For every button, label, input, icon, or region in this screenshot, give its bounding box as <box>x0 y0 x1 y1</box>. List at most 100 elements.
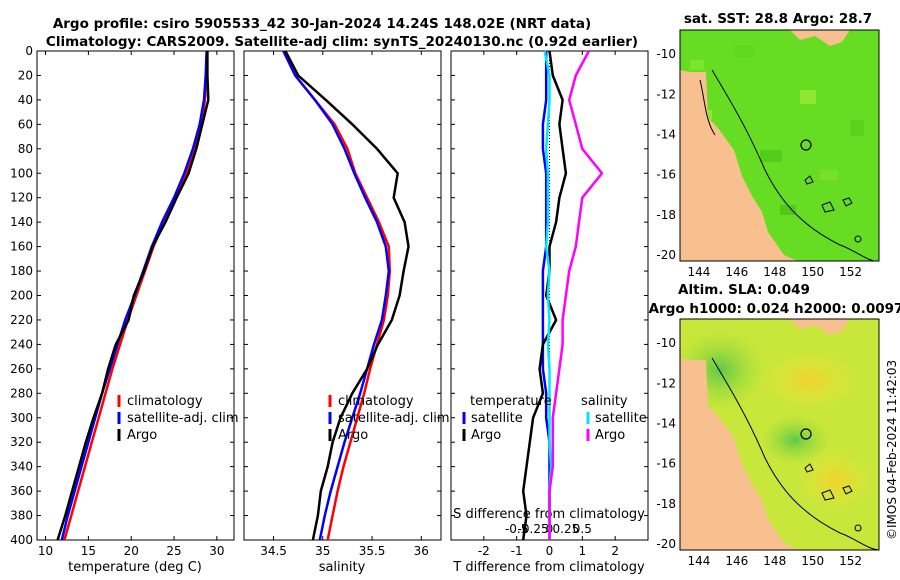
lon-tick-label: 144 <box>687 554 710 568</box>
sla-map-frame <box>679 318 880 551</box>
difference-tick-label: 2 <box>611 544 619 558</box>
depth-tick-label: 80 <box>18 142 33 156</box>
lon-tick-label: 150 <box>801 554 824 568</box>
temperature-tick-label: 15 <box>81 544 96 558</box>
depth-tick-labels: 0 20 40 60 80 100 120 140 160 180 200 220 240 260 280 3… <box>10 44 33 547</box>
depth-tick-label: 240 <box>10 337 33 351</box>
lat-tick-label: -18 <box>656 497 676 511</box>
lon-tick-label: 146 <box>725 265 748 279</box>
sst-land-png <box>750 30 850 46</box>
depth-tick-label: 40 <box>18 93 33 107</box>
depth-tick-label: 160 <box>10 240 33 254</box>
temperature-tick-label: 25 <box>166 544 181 558</box>
temperature-legend: climatology satellite-adj. clim Argo <box>117 394 239 443</box>
sst-land-australia <box>680 30 798 261</box>
sla-land-png <box>750 319 850 335</box>
depth-tick-label: 220 <box>10 313 33 327</box>
difference-tick-label: 1 <box>579 544 587 558</box>
depth-tick-label: 20 <box>18 68 33 82</box>
sla-bathymetry-contour <box>711 357 879 550</box>
sla-lon-tick-labels: 144 146 148 150 152 <box>687 554 862 568</box>
series-line-argo <box>56 51 210 541</box>
temperature-tick-label: 10 <box>38 544 53 558</box>
legend-label-sal-satellite: satellite <box>595 411 647 426</box>
series-line-argo <box>284 50 410 541</box>
legend-label-sal-argo: Argo <box>595 428 625 443</box>
depth-tick-label: 120 <box>10 191 33 205</box>
difference-tick-label: -1 <box>511 544 523 558</box>
salinity-tick-label: 34.5 <box>260 544 287 558</box>
depth-tick-label: 300 <box>10 411 33 425</box>
legend-label-satellite: satellite-adj. clim <box>127 411 239 426</box>
sla-map-subtitle: Argo h1000: 0.024 h2000: 0.0097 <box>649 301 900 317</box>
depth-tick-label: 60 <box>18 117 33 131</box>
temperature-tick-label: 30 <box>209 544 224 558</box>
s-difference-tick-label: -0.25 <box>518 522 549 536</box>
lat-tick-label: -16 <box>656 457 676 471</box>
sla-argo-marker <box>800 428 812 440</box>
sla-high-north <box>760 350 860 410</box>
s-difference-tick-label: 0.25 <box>553 522 580 536</box>
legend-title-salinity: salinity <box>581 394 628 409</box>
temperature-axis-label: temperature (deg C) <box>68 560 202 575</box>
salinity-tick-label: 35.5 <box>359 544 386 558</box>
depth-tick-label: 260 <box>10 362 33 376</box>
depth-tick-label: 280 <box>10 386 33 400</box>
sst-reefs <box>804 175 853 213</box>
depth-tick-label: 380 <box>10 509 33 523</box>
sst-argo-marker <box>800 139 812 151</box>
depth-tick-label: 180 <box>10 264 33 278</box>
legend-label-climatology: climatology <box>127 394 203 409</box>
salinity-axis-label: salinity <box>319 560 366 575</box>
tick-marks <box>37 50 648 541</box>
depth-tick-label: 340 <box>10 460 33 474</box>
lat-tick-label: -14 <box>656 416 676 430</box>
salinity-tick-label: 35 <box>315 544 330 558</box>
depth-tick-label: 200 <box>10 289 33 303</box>
lat-tick-label: -16 <box>656 168 676 182</box>
sst-map-title: sat. SST: 28.8 Argo: 28.7 <box>684 11 872 27</box>
lon-tick-label: 148 <box>763 265 786 279</box>
difference-legend: temperature satellite Argo salinity sate… <box>462 394 647 443</box>
sla-map-title: Altim. SLA: 0.049 <box>678 282 810 298</box>
lat-tick-label: -18 <box>656 208 676 222</box>
lon-tick-label: 152 <box>839 554 862 568</box>
sst-coastline <box>699 79 716 136</box>
series-line-salinity-argo <box>548 50 604 540</box>
difference-tick-labels: -2 -1 0 1 2 <box>478 544 619 558</box>
lon-tick-label: 152 <box>839 265 862 279</box>
salinity-legend: climatology satellite-adj. clim Argo <box>328 394 450 443</box>
lon-tick-label: 144 <box>687 265 710 279</box>
lat-tick-label: -12 <box>656 87 676 101</box>
series-line-temperature-argo <box>521 50 568 541</box>
lat-tick-label: -14 <box>656 127 676 141</box>
sst-map <box>680 30 879 261</box>
sla-lat-tick-labels: -10 -12 -14 -16 -18 -20 <box>656 336 676 551</box>
sla-map <box>680 319 879 550</box>
series-line-salinity-satellite <box>543 50 553 540</box>
lat-tick-label: -20 <box>656 537 676 551</box>
temperature-tick-label: 20 <box>124 544 139 558</box>
depth-tick-label: 400 <box>10 533 33 547</box>
lon-tick-label: 148 <box>763 554 786 568</box>
depth-tick-label: 140 <box>10 215 33 229</box>
title-line-1: Argo profile: csiro 5905533_42 30-Jan-20… <box>53 16 591 32</box>
depth-tick-label: 100 <box>10 166 33 180</box>
series-line-climatology <box>282 50 392 541</box>
sla-high-south <box>795 450 875 510</box>
lon-tick-label: 150 <box>801 265 824 279</box>
salinity-series <box>282 50 410 541</box>
temperature-tick-labels: 10 15 20 25 30 <box>38 544 225 558</box>
sla-reef-circle <box>854 524 862 532</box>
series-line-satellite-adj-clim <box>282 50 391 541</box>
lat-tick-label: -10 <box>656 336 676 350</box>
lat-tick-label: -20 <box>656 248 676 262</box>
sst-lon-tick-labels: 144 146 148 150 152 <box>687 265 862 279</box>
imos-credit: ©IMOS 04-Feb-2024 11:42:03 <box>885 360 899 540</box>
depth-tick-label: 320 <box>10 435 33 449</box>
t-difference-axis-label: T difference from climatology <box>452 560 645 575</box>
salinity-tick-labels: 34.5 35 35.5 36 <box>260 544 429 558</box>
sst-texture <box>690 45 864 215</box>
salinity-panel <box>243 50 442 541</box>
